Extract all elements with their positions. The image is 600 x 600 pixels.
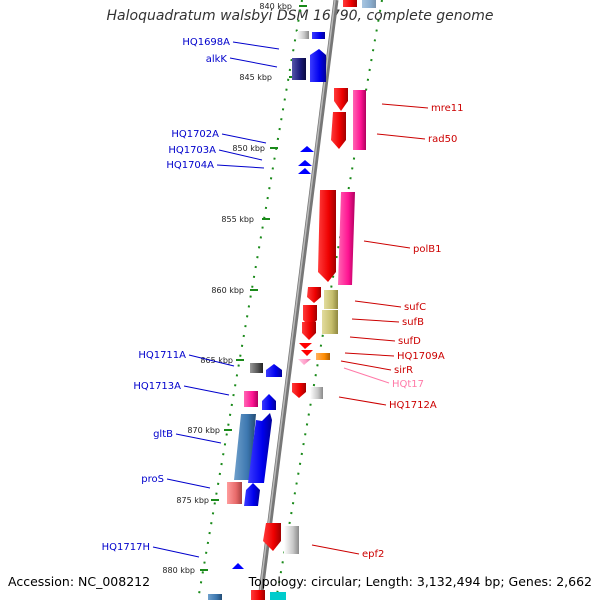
tick-875: 875 kbp: [176, 496, 219, 505]
tick-880: 880 kbp: [162, 566, 208, 575]
genome-backbone: [257, 0, 339, 600]
leader-lines-left: [152, 41, 280, 558]
tick-label-865: 865 kbp: [200, 356, 233, 365]
gene-hq1704a[interactable]: [298, 168, 311, 174]
label-hq1709a[interactable]: HQ1709A: [397, 351, 445, 362]
dotted-track-left: [197, 0, 303, 600]
tick-860: 860 kbp: [211, 286, 258, 295]
topology-text: Topology: circular; Length: 3,132,494 bp…: [248, 574, 592, 589]
leader-line-hqt17: [343, 367, 390, 384]
tick-label-880: 880 kbp: [162, 566, 195, 575]
gene-hq1709a[interactable]: [299, 343, 330, 360]
gene-sufc[interactable]: [307, 287, 338, 309]
tick-label-840: 840 kbp: [259, 2, 292, 11]
tick-855: 855 kbp: [221, 215, 270, 224]
label-hq1713a[interactable]: HQ1713A: [133, 381, 181, 392]
gene-alkk[interactable]: [292, 49, 326, 82]
label-mre11[interactable]: mre11: [431, 103, 464, 114]
gene-mre11[interactable]: [334, 88, 348, 111]
label-gltb[interactable]: gltB: [153, 429, 173, 440]
tick-label-845: 845 kbp: [239, 73, 272, 82]
tick-870: 870 kbp: [187, 426, 232, 435]
label-hq1704a[interactable]: HQ1704A: [166, 160, 214, 171]
gene-sufd[interactable]: [302, 322, 316, 340]
gene-rad50[interactable]: [331, 90, 366, 150]
label-alkk[interactable]: alkK: [206, 54, 228, 65]
genome-backbone-highlight: [258, 0, 336, 600]
genome-title: Haloquadratum walsbyi DSM 16790, complet…: [106, 8, 494, 24]
label-epf2[interactable]: epf2: [362, 549, 384, 560]
label-rad50[interactable]: rad50: [428, 134, 457, 145]
gene-sirr[interactable]: [298, 359, 311, 365]
label-sufd[interactable]: sufD: [398, 336, 421, 347]
label-sufc[interactable]: sufC: [404, 302, 426, 313]
label-polb1[interactable]: polB1: [413, 244, 441, 255]
tick-label-855: 855 kbp: [221, 215, 254, 224]
gene-hq1712a[interactable]: [292, 383, 323, 399]
gene-bottom-partial[interactable]: [208, 590, 286, 600]
gene-hq1717h[interactable]: [232, 563, 244, 569]
label-hq1703a[interactable]: HQ1703A: [168, 145, 216, 156]
label-hq1711a[interactable]: HQ1711A: [138, 350, 186, 361]
tick-label-860: 860 kbp: [211, 286, 244, 295]
gene-top-partial[interactable]: [343, 0, 376, 8]
gene-polb1[interactable]: [318, 190, 355, 285]
tick-850: 850 kbp: [232, 144, 278, 153]
gene-gltb[interactable]: [234, 413, 272, 483]
gene-hq1711a[interactable]: [250, 363, 282, 377]
label-sufb[interactable]: sufB: [402, 317, 424, 328]
gene-hq1703a[interactable]: [298, 160, 312, 166]
gene-hq1698a[interactable]: [297, 31, 325, 39]
label-hq1698a[interactable]: HQ1698A: [182, 37, 230, 48]
label-hq1702a[interactable]: HQ1702A: [171, 129, 219, 140]
gene-hq1702a[interactable]: [300, 146, 314, 152]
label-hqt17[interactable]: HQt17: [392, 379, 424, 390]
label-hq1717h[interactable]: HQ1717H: [102, 542, 150, 553]
gene-epf2[interactable]: [263, 523, 299, 554]
leader-lines-right: [311, 103, 429, 555]
label-sirr[interactable]: sirR: [394, 365, 413, 376]
label-hq1712a[interactable]: HQ1712A: [389, 400, 437, 411]
tick-865: 865 kbp: [200, 356, 244, 365]
accession-text: Accession: NC_008212: [8, 574, 151, 589]
gene-sufb[interactable]: [303, 305, 338, 334]
label-pros[interactable]: proS: [141, 474, 164, 485]
tick-840: 840 kbp: [259, 2, 307, 11]
tick-label-875: 875 kbp: [176, 496, 209, 505]
gene-hq1713a[interactable]: [244, 391, 276, 410]
gene-pros[interactable]: [227, 482, 260, 506]
tick-label-870: 870 kbp: [187, 426, 220, 435]
tick-label-850: 850 kbp: [232, 144, 265, 153]
